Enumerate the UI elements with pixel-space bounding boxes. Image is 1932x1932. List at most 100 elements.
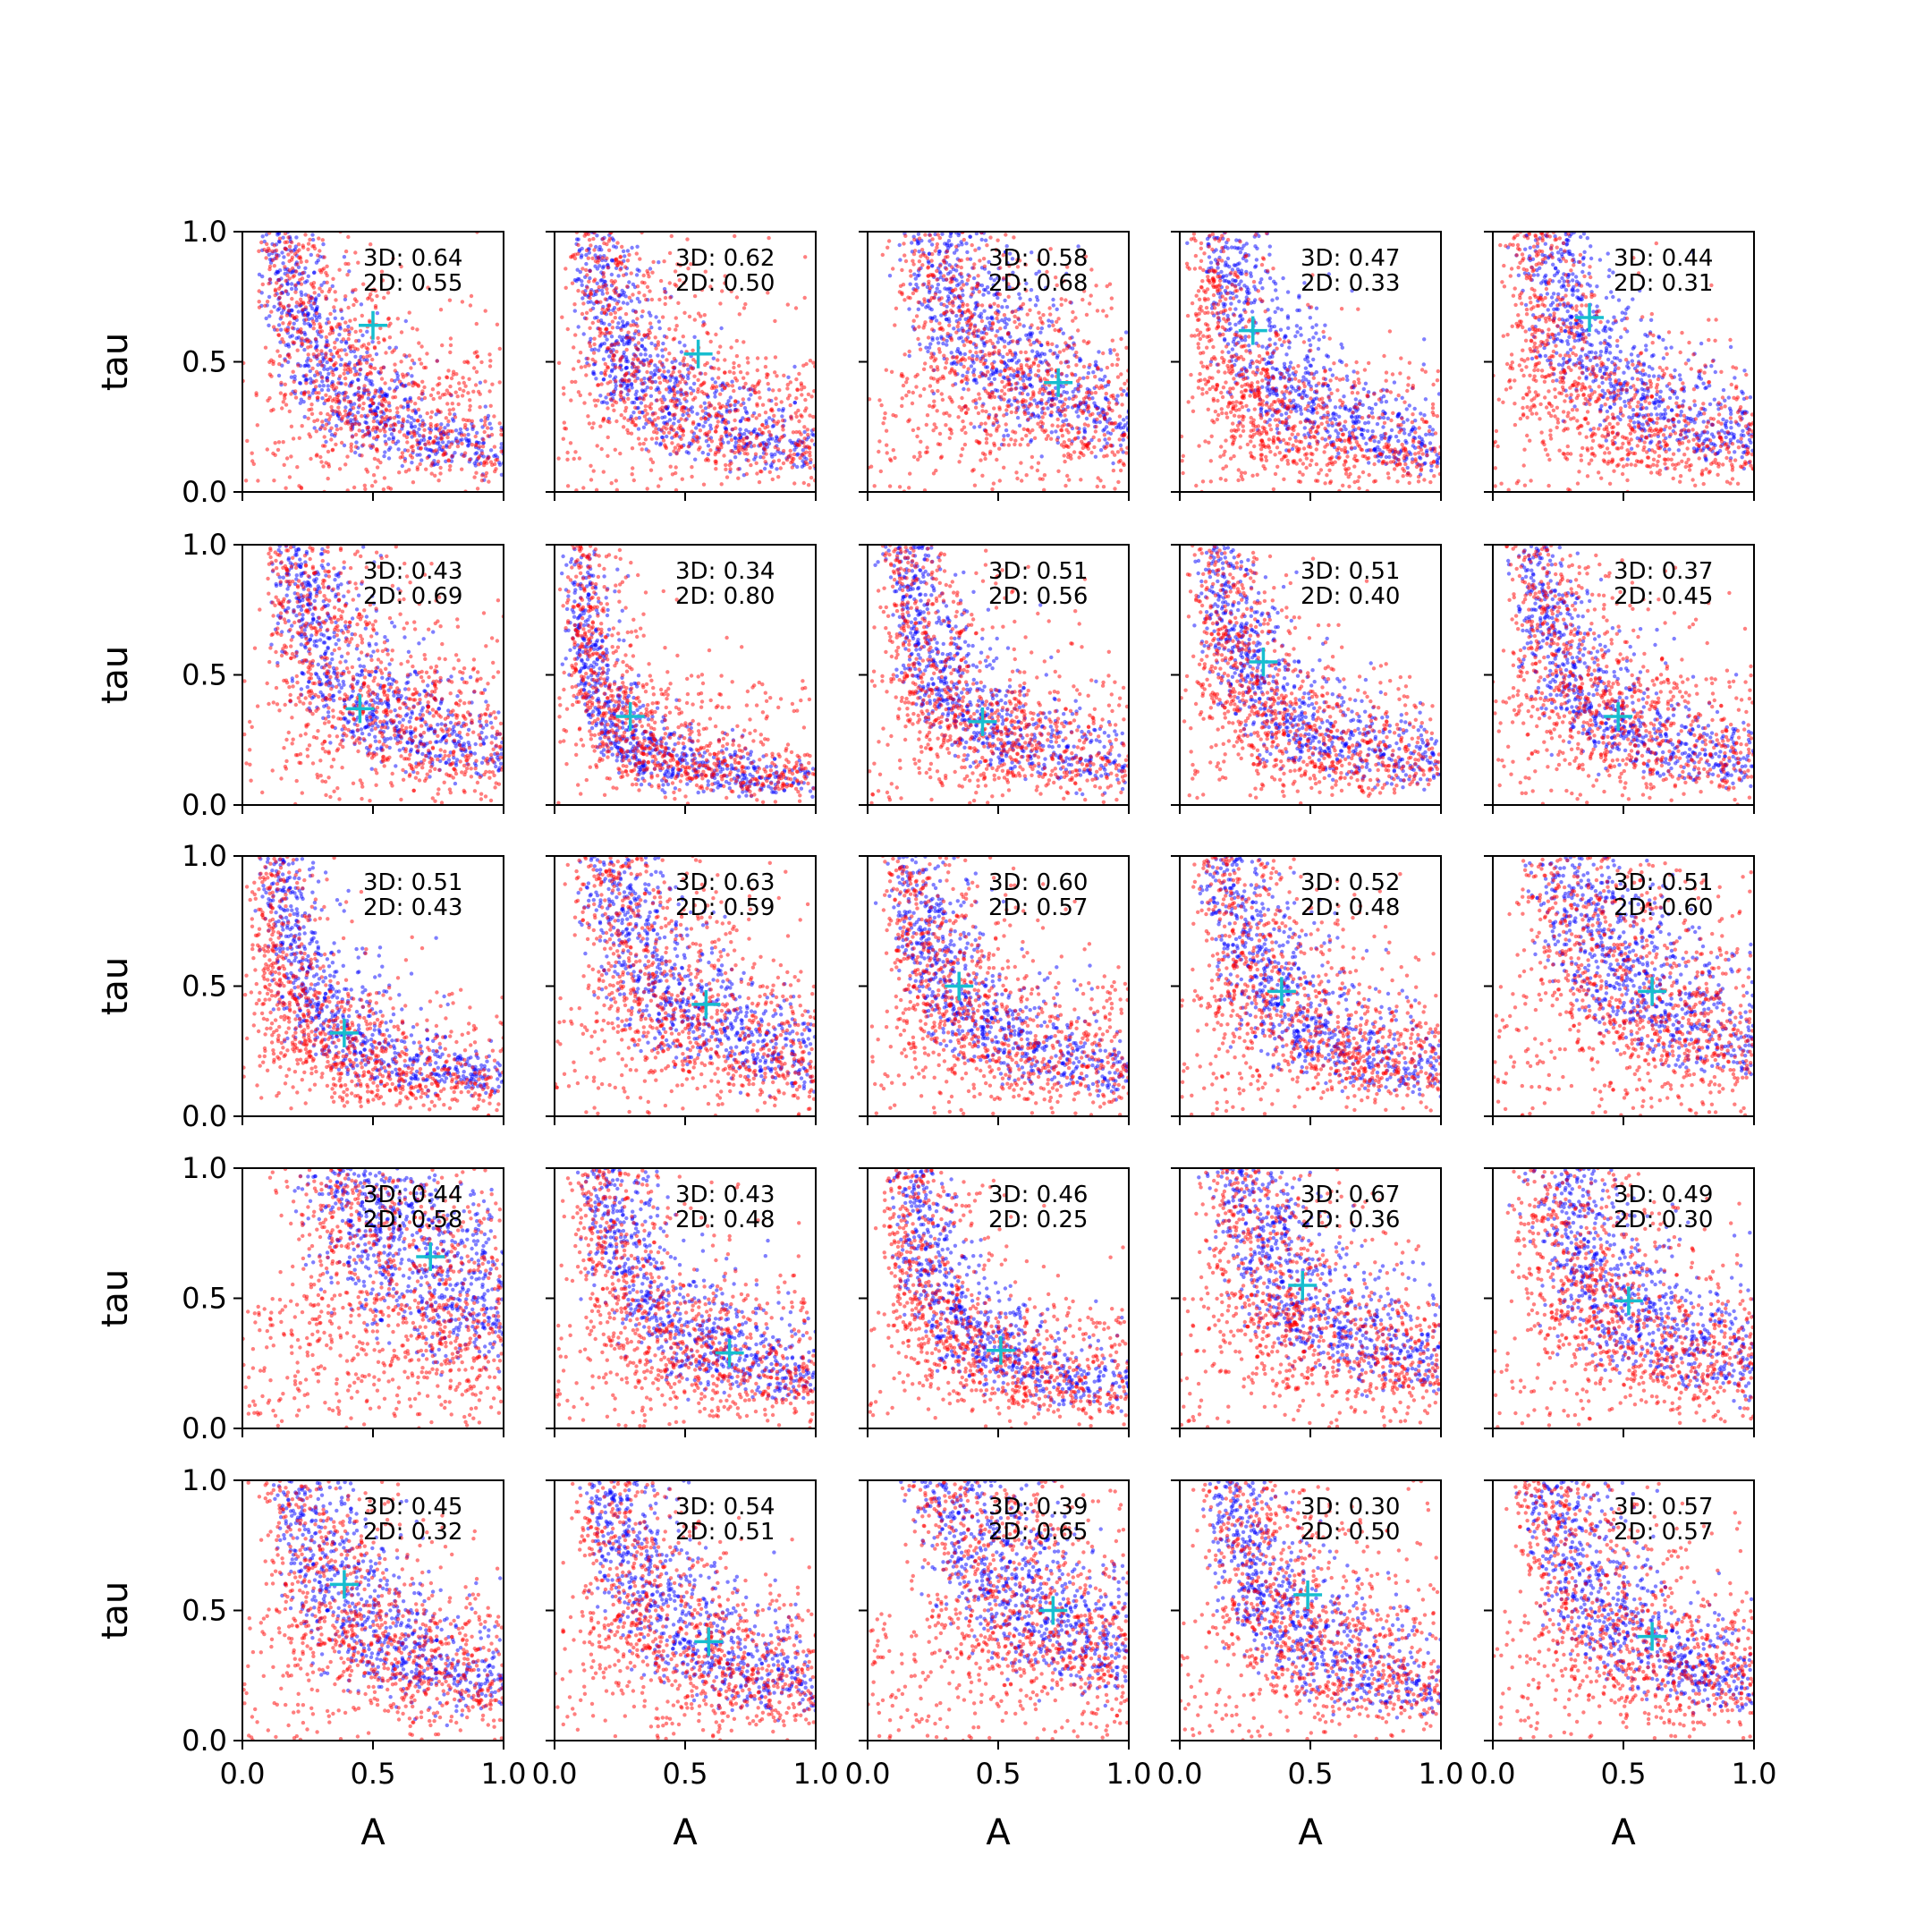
point-2d [284,486,288,490]
point-3d [395,377,400,381]
point-2d [265,249,269,254]
point-3d [667,411,672,416]
point-2d [584,310,589,315]
point-2d [369,242,373,247]
point-2d [436,459,441,464]
point-3d [589,300,593,304]
point-2d [335,325,339,329]
point-2d [919,248,925,252]
point-2d [1101,351,1106,356]
point-2d [943,366,948,370]
point-2d [589,292,593,296]
point-3d [708,427,714,431]
point-2d [793,411,798,415]
point-3d [289,282,294,286]
point-2d [588,343,593,349]
point-2d [419,361,424,366]
point-2d [369,371,374,376]
point-2d [564,285,568,290]
point-2d [984,436,989,441]
point-2d [447,411,453,416]
point-2d [951,383,955,387]
point-3d [281,261,285,266]
point-2d [662,377,667,383]
point-2d [286,322,292,326]
point-2d [313,385,318,389]
point-2d [438,465,443,470]
point-2d [716,413,720,418]
point-2d [957,460,962,464]
point-3d [281,235,285,240]
point-2d [674,324,679,328]
point-3d [331,411,335,417]
point-2d [665,422,670,427]
point-2d [447,468,453,472]
point-3d [647,310,651,315]
point-3d [934,318,939,323]
point-3d [1046,318,1051,323]
point-2d [409,366,413,370]
point-2d [352,302,356,308]
point-2d [499,428,504,433]
point-2d [373,288,378,293]
point-3d [322,367,326,371]
point-2d [1088,301,1092,306]
point-2d [375,465,380,470]
point-2d [277,353,283,359]
point-2d [1088,362,1092,368]
point-3d [634,273,640,277]
point-3d [353,450,358,455]
point-2d [772,419,776,424]
point-2d [334,386,339,390]
point-2d [633,329,639,334]
point-2d [627,335,631,340]
point-2d [343,412,348,418]
point-2d [1104,391,1109,396]
point-2d [333,340,337,345]
point-2d [275,349,280,353]
point-2d [1020,436,1024,442]
point-2d [992,406,996,411]
point-2d [990,487,995,492]
point-2d [650,460,656,465]
point-2d [411,448,415,453]
point-2d [407,382,411,386]
point-2d [353,250,358,255]
point-2d [650,421,655,427]
point-2d [362,483,367,487]
point-2d [673,269,678,274]
point-2d [757,390,761,394]
point-2d [758,395,762,400]
point-2d [965,302,970,308]
point-2d [647,363,651,368]
point-3d [1029,288,1034,292]
point-2d [382,338,386,343]
point-2d [616,292,621,298]
point-2d [478,445,482,449]
point-2d [273,287,278,292]
point-2d [311,326,316,331]
point-2d [640,280,645,284]
point-3d [314,260,319,265]
point-2d [327,395,333,400]
point-2d [614,487,619,492]
point-3d [917,273,921,277]
point-3d [703,411,708,416]
point-3d [1222,336,1227,342]
point-3d [274,271,278,276]
point-3d [1118,443,1123,448]
point-3d [964,242,969,246]
point-2d [697,447,701,452]
point-2d [368,353,372,358]
point-2d [623,265,628,269]
point-3d [640,314,644,318]
point-2d [353,287,358,292]
point-2d [788,380,792,385]
point-2d [408,453,413,458]
point-2d [763,364,768,369]
point-2d [889,369,894,374]
point-3d [1337,414,1342,419]
point-2d [1081,289,1087,293]
point-2d [778,466,783,470]
point-3d [396,419,401,425]
